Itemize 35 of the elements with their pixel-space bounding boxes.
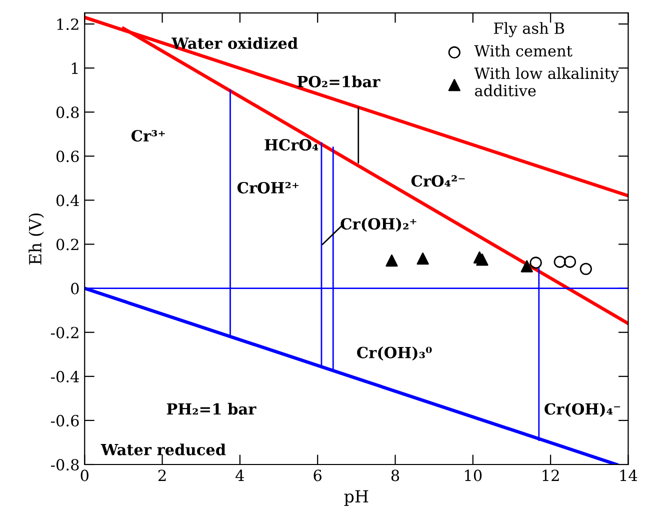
y-tick-label: -0.6: [50, 414, 79, 426]
legend-label: With low alkalinity additive: [474, 67, 619, 96]
annotation: Cr(OH)₃⁰: [357, 346, 432, 360]
legend-label: With cement: [474, 44, 572, 57]
x-tick-label: 6: [314, 470, 322, 482]
annotation: Cr(OH)₄⁻: [544, 402, 620, 417]
x-tick-label: 14: [620, 470, 638, 481]
y-tick-label: 1.2: [57, 18, 78, 30]
annotation: PH₂=1 bar: [166, 402, 256, 415]
x-tick-label: 8: [391, 470, 400, 482]
x-tick-label: 10: [465, 470, 482, 482]
annotation: Water reduced: [100, 444, 226, 456]
x-tick-label: 0: [80, 470, 88, 482]
annotation: CrOH²⁺: [237, 182, 299, 194]
y-tick-label: 0.8: [56, 106, 79, 118]
y-tick-label: 1: [72, 62, 78, 74]
y-tick-label: 0.6: [56, 150, 79, 162]
x-axis-title: pH: [344, 490, 368, 506]
y-tick-label: -0.8: [50, 458, 79, 471]
y-tick-label: -0.4: [50, 370, 79, 382]
y-tick-label: 0.2: [56, 238, 78, 250]
y-tick-label: 0: [71, 282, 79, 294]
x-tick-label: 12: [542, 470, 559, 481]
annotation: CrO₄²⁻: [411, 175, 465, 187]
annotation: Cr³⁺: [131, 130, 165, 142]
annotation: Cr(OH)₂⁺: [340, 218, 416, 232]
x-tick-label: 4: [236, 470, 244, 481]
legend-title: Fly ash B: [494, 22, 564, 38]
y-axis-title: Eh (V): [28, 213, 44, 264]
annotation: Water oxidized: [171, 37, 298, 50]
y-tick-label: 0.4: [56, 194, 79, 206]
annotation: HCrO₄: [264, 139, 318, 151]
annotation: PO₂=1bar: [297, 76, 380, 88]
y-tick-label: -0.2: [50, 326, 78, 338]
x-tick-label: 2: [158, 470, 166, 481]
